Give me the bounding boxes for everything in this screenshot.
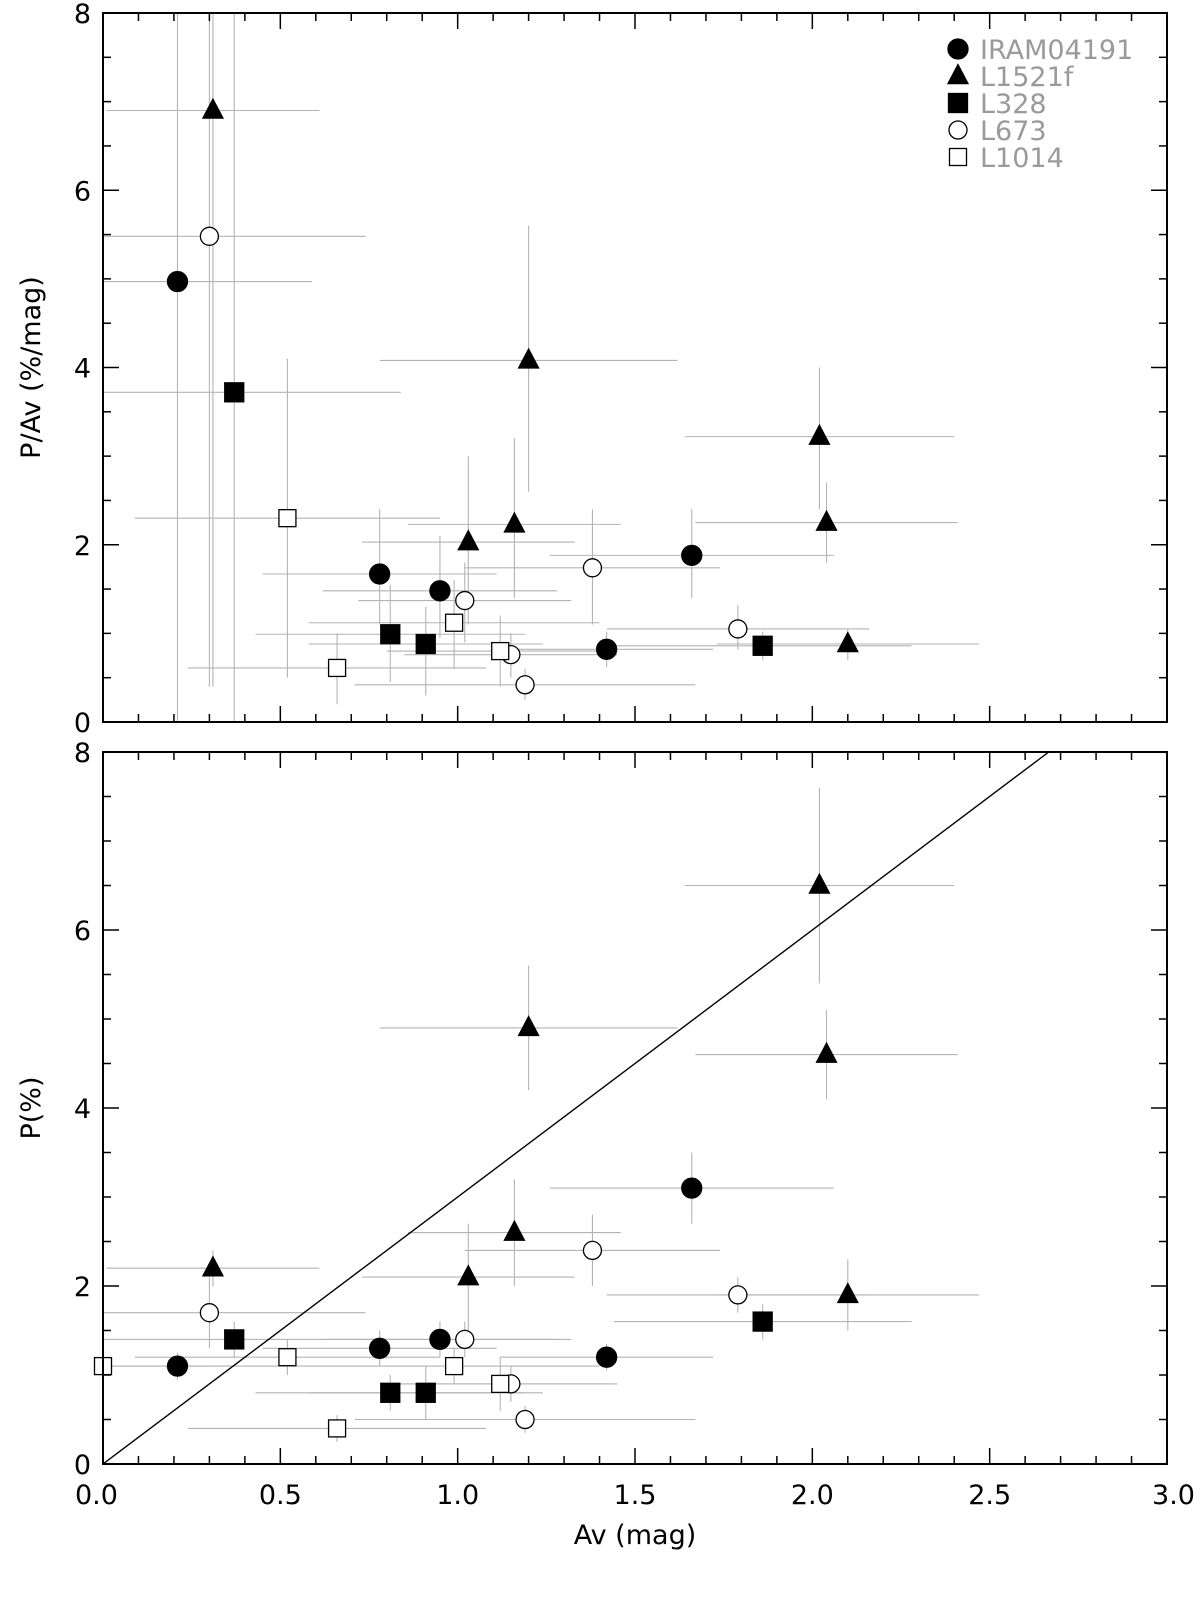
legend-marker-iram04191 <box>947 38 969 60</box>
bottom-panel-polarization: 0 2 4 6 8 0.0 0.5 1.0 1.5 2.0 2.5 3.0 Av (mag) P(%) <box>16 738 1195 1551</box>
data-points <box>166 97 859 695</box>
point-l673-0 <box>199 226 220 246</box>
y-axis-title: P/Av (%/mag) <box>16 276 47 459</box>
point-l673-4 <box>582 1240 603 1261</box>
point-l1521f-6 <box>836 631 859 653</box>
point-iram04191-0 <box>166 270 189 293</box>
point-l673-3 <box>515 675 535 695</box>
point-l1521f-4 <box>808 423 831 445</box>
ticks <box>102 751 1168 1465</box>
ticks <box>102 12 1168 723</box>
x-axis-title: Av (mag) <box>574 1520 697 1551</box>
point-l1521f-3 <box>517 347 540 369</box>
reference-line <box>103 752 1050 1464</box>
y-tick-label: 8 <box>74 0 91 30</box>
point-l1014-3 <box>491 641 510 661</box>
y-tick-label: 6 <box>74 916 91 947</box>
legend-marker-l673 <box>948 120 968 140</box>
x-tick-label: 2.5 <box>968 1480 1011 1511</box>
legend-label-l328: L328 <box>980 89 1047 120</box>
point-l1521f-2 <box>503 1219 526 1241</box>
x-tick-label: 0.0 <box>75 1480 118 1511</box>
legend-label-iram04191: IRAM04191 <box>980 35 1133 66</box>
point-l1014-3 <box>444 1356 464 1376</box>
point-l328-3 <box>752 1311 773 1332</box>
point-l328-3 <box>752 635 773 656</box>
x-tick-label: 1.5 <box>614 1480 657 1511</box>
error-bars <box>103 13 980 722</box>
point-l1521f-3 <box>517 1015 540 1037</box>
point-l1014-2 <box>327 1419 347 1438</box>
y-tick-label: 4 <box>74 354 91 385</box>
point-l1521f-2 <box>503 511 526 533</box>
point-l328-0 <box>224 1329 245 1350</box>
point-l328-2 <box>415 1382 436 1403</box>
point-iram04191-1 <box>368 1337 391 1359</box>
error-bars <box>103 787 980 1442</box>
y-tick-label: 8 <box>74 738 91 769</box>
point-l1521f-0 <box>201 97 225 119</box>
point-l1521f-4 <box>808 872 831 894</box>
point-l1014-2 <box>444 613 464 632</box>
point-l673-5 <box>728 619 748 639</box>
y-axis-title: P(%) <box>16 1076 47 1139</box>
point-l673-0 <box>199 1303 220 1323</box>
point-iram04191-2 <box>429 580 451 602</box>
legend-entry-l673: L673 <box>948 116 1047 147</box>
point-l1014-1 <box>327 658 347 678</box>
point-l1521f-1 <box>457 529 480 551</box>
point-l673-3 <box>515 1409 535 1430</box>
point-iram04191-3 <box>595 638 618 660</box>
x-tick-label: 1.0 <box>436 1480 479 1511</box>
y-tick-label: 0 <box>74 1450 91 1481</box>
legend-label-l673: L673 <box>980 116 1047 147</box>
data-points <box>93 872 859 1438</box>
point-l328-1 <box>380 1382 401 1403</box>
top-panel-p-over-av: 0 2 4 6 8 P/Av (%/mag) IRAM04191L1521fL328L673… <box>16 0 1168 739</box>
point-l1521f-0 <box>201 1255 225 1277</box>
point-l328-1 <box>380 624 401 645</box>
point-l673-5 <box>728 1285 748 1305</box>
point-iram04191-4 <box>681 544 703 567</box>
legend-entry-l1014: L1014 <box>948 143 1064 174</box>
point-l673-4 <box>582 558 603 578</box>
legend-marker-l1014 <box>948 147 968 167</box>
point-l328-2 <box>415 633 436 655</box>
point-l1521f-1 <box>457 1264 480 1286</box>
legend-marker-l1521f <box>946 63 970 85</box>
legend-label-l1521f: L1521f <box>980 62 1075 93</box>
y-tick-label: 2 <box>74 531 91 562</box>
y-tick-label: 6 <box>74 176 91 207</box>
y-tick-label: 0 <box>74 708 91 739</box>
point-l1521f-6 <box>836 1282 859 1304</box>
legend-marker-l328 <box>947 92 969 114</box>
point-l673-1 <box>455 590 475 611</box>
point-iram04191-4 <box>681 1177 703 1199</box>
x-tick-label: 2.0 <box>791 1480 834 1511</box>
point-iram04191-1 <box>368 563 391 585</box>
y-tick-label: 2 <box>74 1272 91 1303</box>
legend-entry-iram04191: IRAM04191 <box>947 35 1133 66</box>
legend-entry-l1521f: L1521f <box>946 62 1075 93</box>
point-l328-0 <box>224 382 245 403</box>
point-iram04191-2 <box>429 1328 451 1351</box>
point-iram04191-3 <box>595 1346 618 1368</box>
point-l673-1 <box>455 1329 475 1350</box>
x-tick-label: 0.5 <box>259 1480 302 1511</box>
point-l1014-0 <box>278 509 297 528</box>
legend-label-l1014: L1014 <box>980 143 1064 174</box>
point-l1014-4 <box>491 1374 510 1394</box>
x-tick-label: 3.0 <box>1152 1480 1195 1511</box>
y-tick-label: 4 <box>74 1094 91 1125</box>
point-l1521f-5 <box>815 1041 838 1063</box>
point-l1521f-5 <box>815 509 838 531</box>
legend-entry-l328: L328 <box>947 89 1047 120</box>
point-iram04191-0 <box>166 1355 189 1377</box>
point-l1014-1 <box>278 1348 297 1367</box>
